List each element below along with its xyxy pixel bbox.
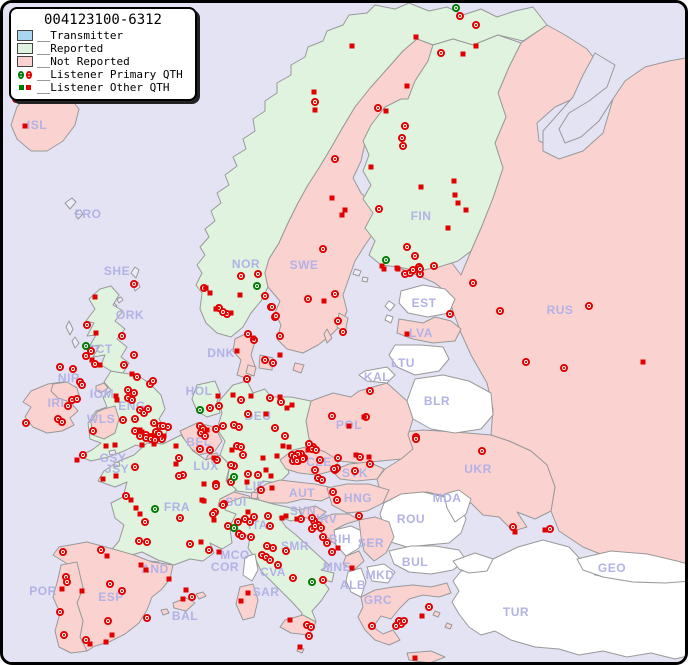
listener-other-swatch (17, 85, 33, 90)
country-hungary (326, 483, 390, 514)
map-svg (3, 3, 685, 662)
islands-estonia (384, 300, 396, 324)
legend-row-listener-primary: __Listener Primary QTH (17, 68, 189, 81)
country-montenegro (342, 550, 365, 571)
legend-label-transmitter: __Transmitter (37, 29, 124, 42)
legend-title: 004123100-6312 (43, 12, 162, 28)
country-georgia (576, 550, 685, 584)
country-bosnia (333, 525, 365, 557)
islands-aland (352, 268, 369, 283)
listener-other-green-icon (19, 85, 24, 90)
listener-other-red-icon (26, 85, 31, 90)
islands-faroe (64, 197, 84, 220)
legend-row-listener-other: __Listener Other QTH (17, 81, 189, 94)
islands-aegean (432, 610, 453, 630)
country-serbia (358, 516, 395, 562)
country-lithuania (388, 344, 450, 376)
island-sardinia (235, 583, 259, 621)
legend-row-not-reported: __Not Reported (17, 55, 189, 68)
listener-primary-green-icon (18, 70, 24, 79)
listener-primary-swatch (17, 70, 33, 79)
country-finland (362, 34, 522, 272)
legend-label-reported: __Reported (37, 42, 104, 55)
country-isle-of-man (95, 382, 109, 394)
islands-hebrides (65, 320, 80, 349)
country-scotland (85, 285, 130, 374)
legend-label-not-reported: __Not Reported (37, 55, 130, 68)
country-macedonia (366, 563, 396, 584)
listener-primary-red-icon (26, 70, 32, 79)
not-reported-swatch (17, 56, 33, 67)
country-ukraine (376, 429, 556, 532)
legend-label-listener-other: __Listener Other QTH (37, 81, 170, 94)
islands-channel (108, 449, 121, 468)
country-liechtenstein (250, 491, 259, 500)
legend-row-transmitter: __Transmitter (17, 29, 189, 42)
country-turkey-thrace (452, 552, 494, 574)
country-moldova (443, 489, 472, 523)
legend-label-listener-primary: __Listener Primary QTH (37, 68, 183, 81)
transmitter-swatch (17, 30, 33, 41)
legend-row-reported: __Reported (17, 42, 189, 55)
country-greece (357, 582, 452, 646)
white-sea (542, 52, 616, 160)
country-wales (90, 405, 120, 440)
island-corsica (242, 553, 259, 582)
legend: 004123100-6312 __Transmitter __Reported … (9, 7, 197, 101)
reported-swatch (17, 43, 33, 54)
